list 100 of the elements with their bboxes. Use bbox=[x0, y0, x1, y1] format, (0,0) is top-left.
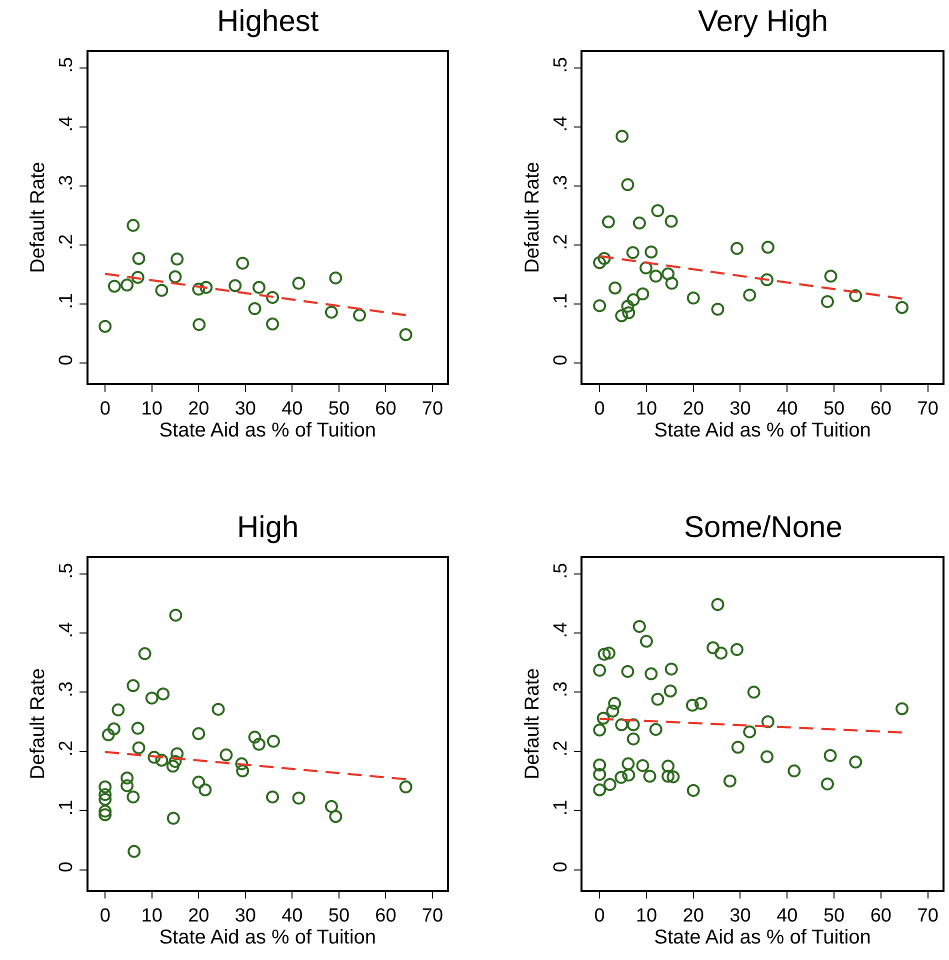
point bbox=[622, 306, 636, 320]
chart-title: Highest bbox=[217, 5, 320, 38]
point bbox=[632, 216, 646, 230]
point bbox=[606, 704, 620, 718]
point bbox=[662, 760, 675, 773]
point bbox=[132, 741, 146, 754]
point bbox=[602, 215, 615, 228]
point bbox=[761, 715, 774, 728]
x-tick-label: 50 bbox=[823, 398, 845, 420]
y-tick-label: .3 bbox=[550, 175, 572, 191]
x-tick-label: 40 bbox=[776, 905, 798, 926]
point bbox=[616, 130, 629, 143]
point bbox=[126, 218, 140, 232]
x-tick-label: 40 bbox=[776, 398, 798, 420]
point bbox=[622, 768, 636, 782]
y-tick-label: .1 bbox=[56, 800, 77, 816]
x-tick-label: 30 bbox=[234, 398, 256, 420]
point bbox=[120, 278, 134, 292]
point bbox=[236, 764, 250, 778]
point bbox=[614, 770, 628, 784]
point bbox=[131, 270, 144, 284]
y-tick-label: .4 bbox=[550, 622, 572, 638]
point bbox=[138, 647, 152, 660]
point bbox=[155, 284, 168, 297]
point bbox=[236, 256, 250, 270]
point bbox=[228, 279, 242, 292]
point bbox=[252, 280, 266, 294]
point bbox=[608, 281, 622, 294]
point bbox=[603, 778, 616, 792]
x-tick-label: 70 bbox=[917, 905, 938, 926]
point bbox=[131, 722, 144, 735]
point bbox=[248, 302, 262, 316]
point bbox=[128, 844, 141, 858]
point bbox=[615, 718, 628, 732]
point bbox=[324, 306, 338, 319]
y-tick-label: .2 bbox=[550, 234, 572, 250]
point bbox=[166, 760, 180, 773]
point bbox=[621, 300, 634, 313]
point bbox=[760, 273, 774, 286]
point bbox=[248, 730, 262, 744]
point bbox=[98, 804, 112, 818]
point bbox=[156, 687, 170, 700]
point bbox=[266, 318, 280, 330]
x-axis-title: State Aid as % of Tuition bbox=[654, 926, 871, 948]
point bbox=[686, 698, 699, 712]
point bbox=[694, 696, 708, 710]
point bbox=[747, 686, 760, 699]
x-tick-label: 20 bbox=[188, 398, 210, 420]
point bbox=[662, 770, 675, 783]
point bbox=[626, 293, 640, 306]
point bbox=[235, 757, 248, 770]
x-tick-label: 70 bbox=[422, 398, 444, 420]
point bbox=[711, 598, 724, 612]
point bbox=[148, 750, 161, 764]
x-tick-label: 40 bbox=[282, 905, 303, 926]
point bbox=[399, 780, 412, 794]
y-axis-title: Default Rate bbox=[26, 668, 49, 780]
point bbox=[168, 754, 182, 768]
point bbox=[731, 740, 744, 754]
point bbox=[593, 724, 606, 737]
point bbox=[820, 295, 834, 308]
point bbox=[329, 810, 342, 823]
point bbox=[636, 287, 650, 300]
point bbox=[730, 242, 744, 255]
point bbox=[192, 282, 206, 296]
x-tick-label: 20 bbox=[682, 398, 704, 420]
x-tick-label: 10 bbox=[636, 905, 658, 926]
point bbox=[666, 770, 680, 784]
y-tick-label: .4 bbox=[56, 116, 77, 132]
point bbox=[198, 783, 212, 796]
point bbox=[399, 328, 412, 342]
point bbox=[686, 292, 700, 305]
point bbox=[649, 722, 662, 736]
point bbox=[651, 692, 664, 706]
point bbox=[98, 320, 112, 333]
point bbox=[212, 702, 225, 716]
y-tick-label: .1 bbox=[550, 293, 572, 310]
point bbox=[353, 308, 366, 322]
y-tick-label: .4 bbox=[550, 116, 572, 132]
point bbox=[166, 812, 180, 825]
x-tick-label: 30 bbox=[730, 905, 751, 926]
point bbox=[760, 750, 774, 764]
point bbox=[640, 634, 653, 648]
point bbox=[98, 780, 112, 794]
point bbox=[593, 768, 606, 781]
y-tick-label: 0 bbox=[550, 354, 572, 366]
point bbox=[192, 318, 206, 332]
x-tick-label: 20 bbox=[188, 905, 210, 926]
point bbox=[126, 790, 140, 804]
point bbox=[761, 240, 774, 254]
point bbox=[200, 280, 213, 294]
y-tick-label: .2 bbox=[56, 234, 77, 250]
point bbox=[824, 270, 838, 283]
point bbox=[649, 270, 662, 283]
point bbox=[120, 772, 134, 785]
point bbox=[108, 280, 121, 293]
point bbox=[266, 790, 280, 804]
point bbox=[266, 290, 280, 304]
point bbox=[98, 788, 112, 802]
point bbox=[636, 759, 650, 772]
